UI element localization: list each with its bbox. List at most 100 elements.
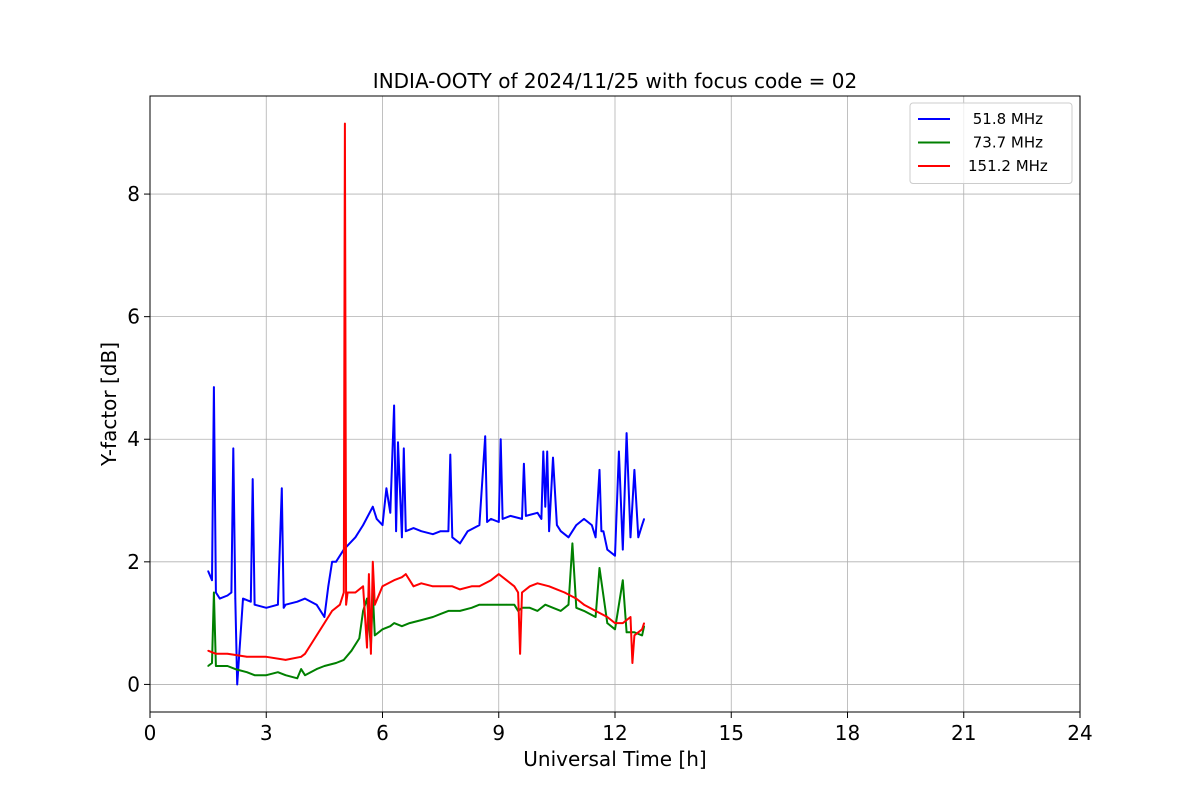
data-point — [393, 622, 395, 624]
data-point — [213, 591, 215, 594]
data-point — [234, 597, 237, 600]
data-point — [567, 603, 570, 606]
data-point — [643, 622, 645, 624]
data-point — [277, 671, 279, 673]
data-point — [304, 674, 306, 677]
data-point — [536, 610, 539, 612]
data-point — [358, 637, 361, 640]
data-point — [226, 652, 229, 655]
data-point — [633, 469, 636, 471]
data-point — [575, 607, 578, 609]
data-point — [540, 518, 543, 520]
data-point — [536, 582, 539, 585]
y-tick-label: 8 — [127, 182, 140, 206]
data-point — [242, 597, 244, 600]
data-point — [342, 591, 345, 594]
data-point — [315, 668, 318, 670]
data-point — [232, 447, 235, 450]
data-point — [401, 625, 403, 627]
data-point — [583, 603, 585, 606]
data-point — [556, 524, 558, 526]
data-point — [354, 536, 357, 539]
data-point — [625, 631, 628, 634]
data-point — [559, 610, 562, 612]
data-point — [432, 585, 434, 588]
data-point — [559, 530, 562, 532]
data-point — [327, 585, 330, 588]
data-point — [633, 634, 636, 637]
data-point — [335, 561, 337, 563]
data-point — [211, 579, 213, 582]
data-point — [277, 603, 279, 606]
data-point — [218, 597, 221, 600]
data-point — [505, 603, 508, 606]
data-point — [641, 634, 643, 637]
data-point — [528, 607, 531, 609]
data-point — [372, 561, 374, 563]
data-point — [393, 579, 395, 582]
data-point — [296, 677, 299, 680]
data-point — [594, 536, 597, 539]
data-point — [505, 579, 508, 582]
data-point — [284, 674, 287, 677]
data-point — [331, 610, 333, 612]
data-point — [451, 585, 454, 588]
data-point — [528, 585, 531, 588]
data-point — [403, 447, 405, 450]
data-point — [211, 662, 213, 664]
data-point — [282, 607, 285, 609]
data-point — [344, 122, 346, 125]
data-point — [385, 487, 388, 490]
data-point — [251, 478, 254, 480]
data-point — [614, 554, 616, 557]
data-point — [420, 530, 423, 532]
data-point — [571, 542, 574, 545]
data-point — [311, 640, 314, 643]
data-point — [546, 450, 548, 453]
data-point — [375, 518, 378, 520]
data-point — [265, 656, 268, 658]
data-point — [625, 432, 628, 434]
data-point — [618, 450, 620, 453]
data-point — [614, 628, 616, 631]
data-point — [323, 622, 326, 624]
data-point — [470, 607, 473, 609]
data-point — [207, 665, 209, 667]
y-tick-label: 6 — [127, 305, 140, 329]
data-point — [323, 616, 326, 618]
data-point — [246, 656, 248, 658]
data-point — [342, 659, 345, 661]
data-point — [253, 603, 256, 606]
data-point — [447, 530, 450, 532]
data-point — [335, 662, 337, 664]
data-point — [556, 588, 558, 591]
data-point — [470, 585, 473, 588]
data-point — [451, 536, 454, 539]
data-point — [459, 588, 461, 591]
data-point — [397, 441, 399, 444]
data-point — [373, 603, 376, 606]
data-point — [447, 610, 450, 612]
x-tick-label: 0 — [144, 721, 157, 745]
data-point — [362, 524, 364, 526]
x-tick-label: 18 — [835, 721, 860, 745]
data-point — [478, 603, 481, 606]
data-point — [513, 603, 516, 606]
data-point — [373, 634, 376, 637]
data-point — [395, 530, 397, 532]
data-point — [389, 511, 392, 514]
legend-box — [909, 102, 1073, 184]
data-point — [629, 536, 632, 539]
data-point — [499, 438, 502, 441]
data-point — [246, 671, 248, 673]
data-point — [536, 511, 539, 514]
data-point — [478, 524, 481, 526]
data-point — [497, 573, 500, 575]
data-point — [563, 591, 566, 594]
data-point — [637, 536, 640, 539]
data-point — [497, 603, 500, 606]
data-point — [600, 530, 603, 532]
data-point — [521, 591, 523, 594]
